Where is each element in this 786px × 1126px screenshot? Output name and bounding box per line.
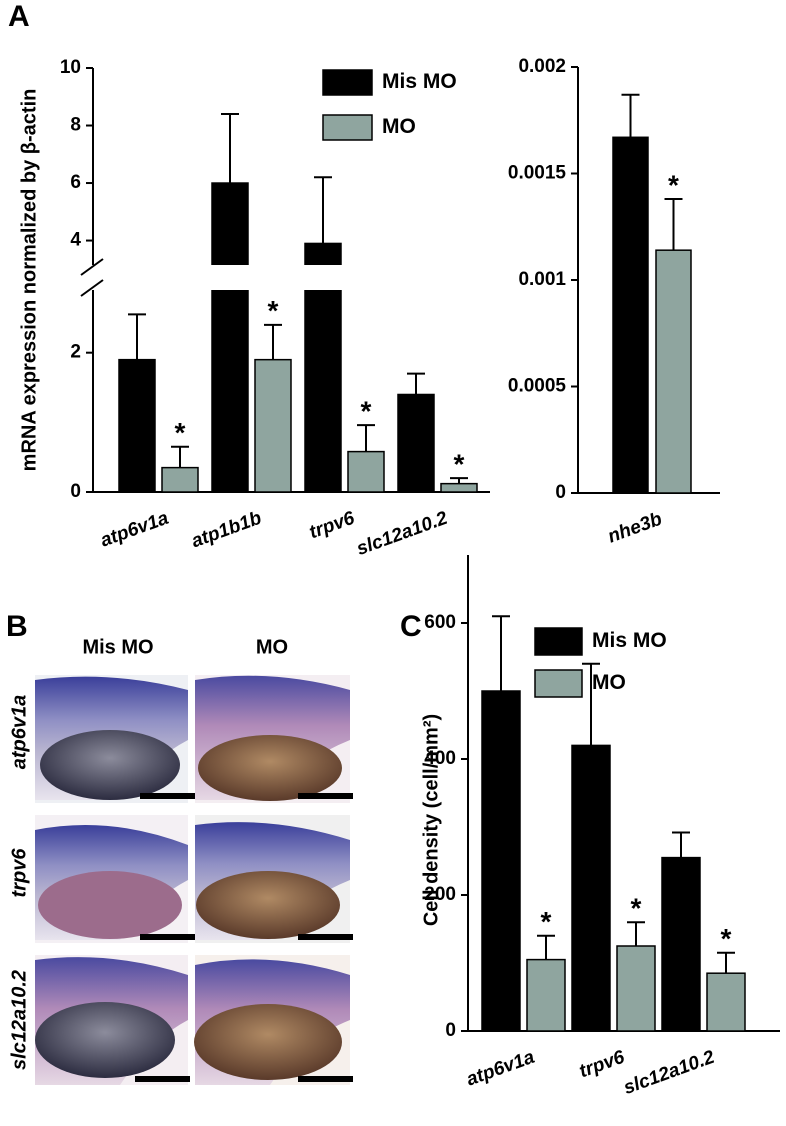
y-tick-label: 200 [424,884,456,905]
x-tick-label: trpv6 [577,1047,628,1083]
bar [118,358,156,493]
x-tick-label: atp6v1a [464,1047,538,1091]
y-tick-label: 400 [424,748,456,769]
bar [481,690,521,1032]
significance-star: * [721,923,732,954]
y-tick-label: 0.001 [518,269,566,290]
x-tick-label: nhe3b [605,509,665,548]
bar [661,856,701,1032]
bar [655,249,692,494]
axis-break [80,258,104,276]
y-tick-label: 0.0005 [508,376,567,397]
y-tick-label: 0.0015 [508,163,567,184]
legend-swatch [322,69,373,96]
column-header: MO [256,636,288,658]
y-axis-title: Cell density (cell/mm²) [420,714,442,926]
image-trpv6-mo [195,815,353,943]
legend-label: Mis MO [382,70,457,93]
bar [254,358,292,493]
image-slc12a10-2-mo [194,955,353,1085]
bar-break [210,265,250,290]
x-tick-label: slc12a10.2 [354,508,451,560]
y-tick-label: 0 [70,481,81,502]
bar [706,972,746,1032]
legend-label: MO [382,115,416,138]
significance-star: * [668,169,679,200]
x-tick-label: atp6v1a [98,508,172,552]
bar [440,482,478,493]
significance-star: * [268,295,279,326]
legend-swatch [534,627,583,656]
y-tick-label: 0.002 [518,56,566,77]
x-tick-label: slc12a10.2 [621,1047,718,1099]
column-header: Mis MO [82,636,153,658]
bar [526,958,566,1032]
panel-label: C [400,610,422,643]
y-tick-label: 600 [424,612,456,633]
axis-break [80,279,104,297]
bar [616,945,656,1032]
y-tick-label: 4 [70,230,81,251]
significance-star: * [631,893,642,924]
row-header: slc12a10.2 [8,970,30,1070]
bar [571,744,611,1032]
significance-star: * [541,906,552,937]
image-atp6v1a-mis [35,675,195,803]
y-tick-label: 0 [445,1020,456,1041]
y-axis-title: mRNA expression normalized by β-actin [18,89,40,472]
y-tick-label: 8 [70,115,81,136]
x-tick-label: trpv6 [307,508,358,544]
y-tick-label: 0 [555,482,566,503]
bar [397,393,435,493]
significance-star: * [175,417,186,448]
bar [347,450,385,493]
bar [161,466,199,493]
bar [612,136,649,494]
image-slc12a10-2-mis [35,955,190,1085]
bar-break [303,265,343,290]
panel-label: B [6,610,28,643]
significance-star: * [454,448,465,479]
image-atp6v1a-mo [195,675,353,803]
row-header: trpv6 [8,848,30,898]
y-tick-label: 10 [60,57,81,78]
panel-label: A [8,0,30,33]
legend-label: Mis MO [592,629,667,652]
legend-swatch [322,114,373,141]
y-tick-label: 6 [70,172,81,193]
y-tick-label: 2 [70,342,81,363]
x-tick-label: atp1b1b [189,508,265,553]
significance-star: * [361,396,372,427]
bar [211,182,249,493]
legend-swatch [534,669,583,698]
legend-label: MO [592,671,626,694]
row-header: atp6v1a [8,695,30,770]
image-trpv6-mis [35,815,195,943]
